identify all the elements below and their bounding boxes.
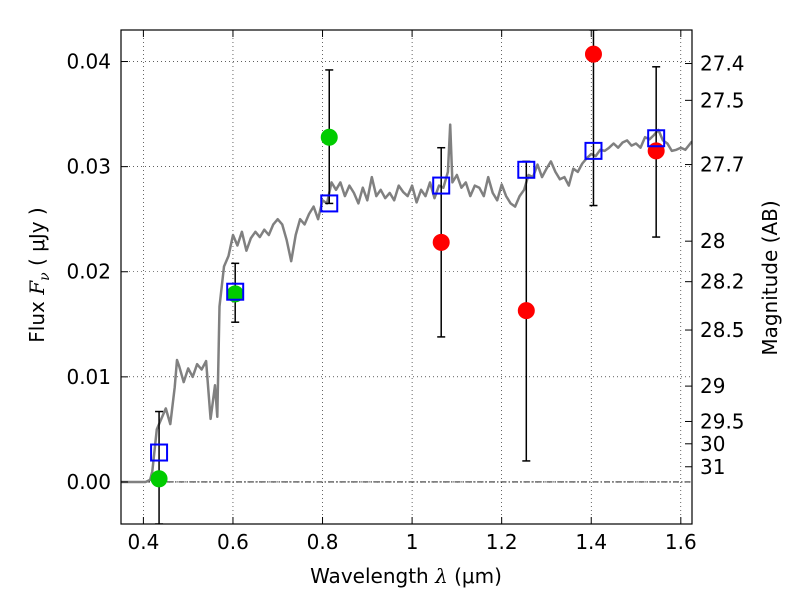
model-point-square [226, 282, 245, 301]
y-tick-label: 0.00 [66, 470, 111, 494]
x-tick-label: 1.6 [665, 530, 697, 554]
data-point-circle [432, 233, 450, 251]
model-point-square [517, 160, 536, 179]
x-tick-label: 0.8 [307, 530, 339, 554]
plot-frame [120, 29, 693, 525]
model-point-square [320, 194, 339, 213]
plot-data [121, 30, 692, 524]
y2-tick-label: 29 [700, 374, 725, 398]
data-point-circle [584, 45, 602, 63]
x-tick-label: 1.4 [575, 530, 607, 554]
y-axis-title: Flux Fν ( μJy ) [25, 207, 53, 342]
y-tick-label: 0.03 [66, 155, 111, 179]
spectrum-line [121, 123, 692, 484]
model-point-square [584, 141, 603, 160]
x-tick-label: 0.6 [217, 530, 249, 554]
x-tick-label: 1.2 [486, 530, 518, 554]
axis-ticks: 0.4 0.6 0.8 1 1.2 1.4 1.6 0.00 0.01 0.02 0.03 0.04 2… [66, 30, 745, 554]
y2-tick-label: 30 [700, 432, 725, 456]
x-tick-label: 1 [406, 530, 419, 554]
data-point-circle [150, 470, 168, 488]
y2-tick-label: 27.4 [700, 52, 745, 76]
data-point-circle [320, 128, 338, 146]
y2-tick-label: 28.2 [700, 270, 745, 294]
data-point-circle [517, 302, 535, 320]
y2-tick-label: 27.7 [700, 153, 745, 177]
model-point-square [647, 129, 666, 148]
y-tick-label: 0.04 [66, 50, 111, 74]
y-tick-label: 0.02 [66, 260, 111, 284]
y2-tick-label: 28.5 [700, 318, 745, 342]
y2-axis-title: Magnitude (AB) [758, 200, 782, 355]
x-axis-title: Wavelength λ (μm) [310, 564, 502, 588]
y2-tick-label: 31 [700, 455, 725, 479]
y2-tick-label: 29.5 [700, 409, 745, 433]
x-tick-label: 0.4 [127, 530, 159, 554]
model-point-square [150, 443, 169, 462]
y2-tick-label: 27.5 [700, 88, 745, 112]
y-tick-label: 0.01 [66, 365, 111, 389]
model-point-square [432, 176, 451, 195]
y2-tick-label: 28 [700, 229, 725, 253]
clipped-data [121, 30, 692, 524]
